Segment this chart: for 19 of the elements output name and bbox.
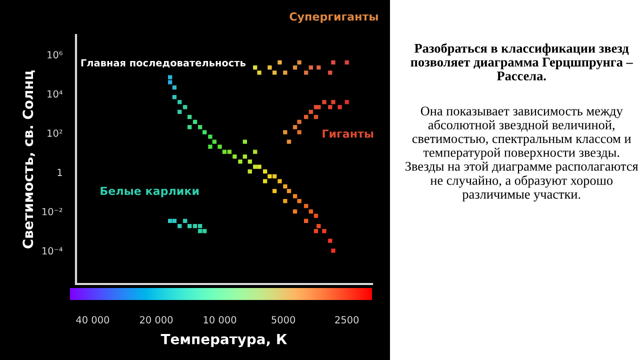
y-tick-label: 10⁻⁴ (42, 247, 62, 255)
y-tick-label: 10² (48, 130, 62, 137)
y-tick-label: 10⁻² (42, 208, 62, 216)
y-tick-label: 10⁶ (48, 51, 62, 58)
x-tick-label: 5000 (272, 316, 296, 324)
text: Супергиганты (290, 12, 378, 23)
x-tick-label: 20 000 (140, 316, 173, 324)
series-label: Главная последовательность (81, 59, 246, 68)
y-axis-title: Светимость, св. Солнц (22, 70, 35, 248)
text: Разобраться в классификации звезд позволяет диаграмма Герцшпрунга – Рассела. (410, 43, 633, 80)
x-tick-label: 2500 (335, 316, 359, 324)
x-tick-label: 10 000 (204, 316, 236, 324)
y-tick-label: 10⁴ (48, 90, 62, 98)
text: Она показывает зависимость между абсолютной звездной величиной, светимостью, спектральным классом и температурой поверхности звезды. Звезды на этой диаграмме располагаются не случайно, а образуют хорошо различимые участки. (406, 106, 638, 202)
text: Белые карлики (100, 186, 199, 198)
series-label: Гиганты (322, 130, 374, 138)
y-tick-label: 1 (58, 168, 62, 176)
x-axis-title: Температура, К (160, 334, 288, 348)
x-tick-label: 40 000 (76, 316, 110, 324)
